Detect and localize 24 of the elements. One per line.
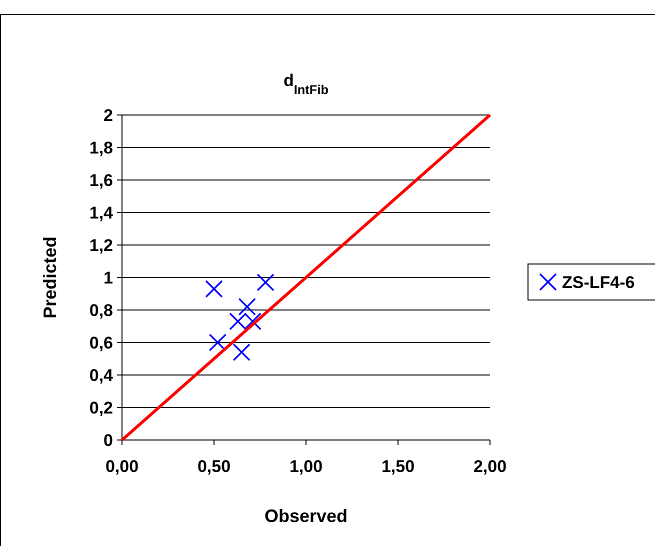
point [205, 280, 223, 298]
y-tick-label: 0,4 [89, 366, 114, 385]
x-tick-label: 0,00 [105, 457, 139, 476]
y-tick-label: 1,2 [89, 236, 113, 255]
y-tick-label: 0,8 [89, 300, 113, 320]
x-axis-title: Observed [264, 506, 348, 526]
y-axis-title: Predicted [40, 236, 60, 319]
chart-title: d$_{IntFib}$ [283, 71, 329, 96]
y-tick-label: 1,4 [89, 203, 114, 222]
y-tick-label: 1 [104, 268, 113, 288]
y-tick-label: 2 [104, 106, 113, 125]
point [232, 343, 250, 362]
y-tick-label: 1,8 [89, 138, 113, 158]
legend-label: ZS-LF4-6 [562, 272, 635, 292]
y-tick-label: 0 [104, 430, 113, 450]
y-tick-label: 0,6 [89, 333, 113, 352]
point [256, 274, 274, 292]
x-tick-label: 2,00 [473, 457, 507, 476]
x-tick-label: 0,50 [197, 457, 231, 476]
x-tick-label: 1,50 [381, 457, 415, 476]
y-tick-label: 0,2 [89, 398, 113, 418]
y-tick-label: 1,6 [89, 170, 113, 190]
x-tick-label: 1,00 [289, 457, 323, 476]
point [238, 298, 256, 316]
